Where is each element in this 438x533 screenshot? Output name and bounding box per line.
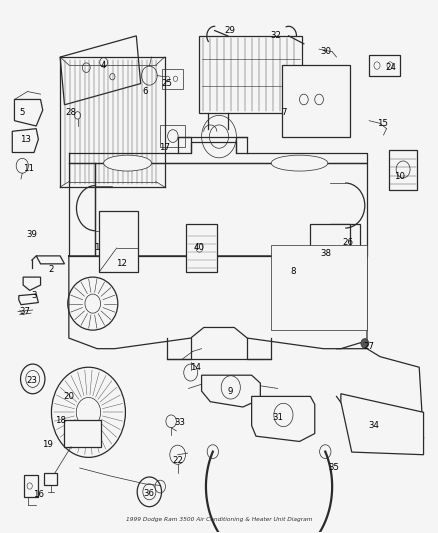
Text: 40: 40 <box>194 244 205 253</box>
Text: 25: 25 <box>161 79 172 88</box>
Text: 23: 23 <box>26 376 37 385</box>
Bar <box>160 125 185 147</box>
Text: 1999 Dodge Ram 3500 Air Conditioning & Heater Unit Diagram: 1999 Dodge Ram 3500 Air Conditioning & H… <box>126 517 312 522</box>
Polygon shape <box>36 256 64 264</box>
Text: 12: 12 <box>116 260 127 268</box>
Text: 5: 5 <box>20 108 25 117</box>
Text: 26: 26 <box>342 238 353 247</box>
Polygon shape <box>60 36 141 105</box>
Text: 11: 11 <box>23 164 34 173</box>
Bar <box>64 420 102 447</box>
Text: 16: 16 <box>33 490 44 499</box>
Bar <box>389 150 417 190</box>
Bar <box>44 473 57 485</box>
Text: 33: 33 <box>174 418 185 427</box>
Text: 22: 22 <box>172 456 183 465</box>
Text: 17: 17 <box>159 143 170 152</box>
Text: 18: 18 <box>55 416 66 425</box>
Text: 32: 32 <box>270 31 281 41</box>
Text: 29: 29 <box>224 26 235 35</box>
Text: 10: 10 <box>394 172 405 181</box>
Ellipse shape <box>104 155 152 171</box>
Polygon shape <box>341 394 424 455</box>
Text: 31: 31 <box>272 413 283 422</box>
Polygon shape <box>14 100 43 126</box>
Bar <box>369 55 400 76</box>
Text: 34: 34 <box>368 421 379 430</box>
Text: 39: 39 <box>26 230 37 239</box>
Text: 13: 13 <box>20 135 31 144</box>
Text: 35: 35 <box>329 464 340 472</box>
Bar <box>311 224 350 259</box>
Text: 9: 9 <box>227 386 233 395</box>
Text: 6: 6 <box>142 87 148 96</box>
Polygon shape <box>201 375 260 407</box>
Ellipse shape <box>271 155 328 171</box>
Bar <box>330 224 360 272</box>
Text: 38: 38 <box>320 249 331 258</box>
Text: 24: 24 <box>385 63 396 72</box>
Polygon shape <box>252 397 315 441</box>
Text: 30: 30 <box>320 47 331 56</box>
Bar <box>271 245 367 330</box>
Bar <box>162 69 184 89</box>
Text: 37: 37 <box>20 307 31 316</box>
Text: 7: 7 <box>282 108 287 117</box>
Text: 20: 20 <box>64 392 74 401</box>
Bar <box>282 65 350 136</box>
Text: 15: 15 <box>377 119 388 128</box>
Text: 27: 27 <box>364 342 374 351</box>
Bar <box>199 36 302 113</box>
Bar <box>24 475 38 497</box>
Bar <box>99 211 138 272</box>
Text: 19: 19 <box>42 440 53 449</box>
Polygon shape <box>12 128 39 152</box>
Bar <box>186 224 217 272</box>
Text: 1: 1 <box>94 244 100 253</box>
Text: 4: 4 <box>101 61 106 69</box>
Text: 14: 14 <box>190 363 201 372</box>
Circle shape <box>361 338 369 348</box>
Text: 2: 2 <box>49 265 54 273</box>
Text: 36: 36 <box>144 489 155 498</box>
Text: 8: 8 <box>290 268 296 276</box>
Text: 3: 3 <box>31 291 37 300</box>
Text: 28: 28 <box>66 108 77 117</box>
